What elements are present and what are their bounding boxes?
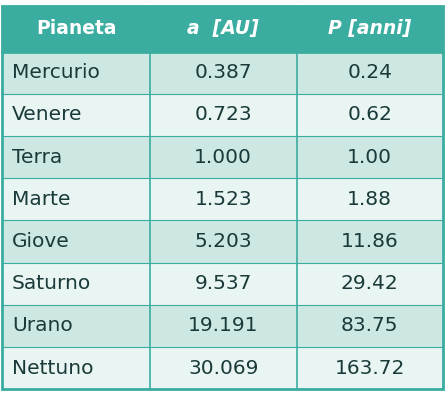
Text: 83.75: 83.75 bbox=[341, 316, 398, 335]
Bar bbox=[296, 347, 443, 389]
Bar bbox=[150, 94, 296, 136]
Text: Venere: Venere bbox=[12, 106, 82, 124]
Bar bbox=[296, 6, 443, 52]
Bar bbox=[2, 94, 150, 136]
Text: 1.000: 1.000 bbox=[194, 148, 252, 167]
Text: 11.86: 11.86 bbox=[341, 232, 399, 251]
Text: 5.203: 5.203 bbox=[194, 232, 252, 251]
Bar bbox=[150, 178, 296, 220]
Text: 1.523: 1.523 bbox=[194, 190, 252, 209]
Bar bbox=[2, 136, 150, 178]
Text: 1.88: 1.88 bbox=[347, 190, 392, 209]
Bar bbox=[2, 347, 150, 389]
Bar bbox=[150, 347, 296, 389]
Text: 1.00: 1.00 bbox=[347, 148, 392, 167]
Bar bbox=[150, 52, 296, 94]
Bar bbox=[150, 136, 296, 178]
Text: P [anni]: P [anni] bbox=[328, 19, 411, 38]
Text: 29.42: 29.42 bbox=[341, 274, 399, 293]
Bar bbox=[296, 136, 443, 178]
Text: a  [AU]: a [AU] bbox=[187, 19, 259, 38]
Text: Marte: Marte bbox=[12, 190, 70, 209]
Text: 30.069: 30.069 bbox=[188, 358, 259, 378]
Bar bbox=[296, 263, 443, 305]
Bar bbox=[2, 305, 150, 347]
Text: 0.24: 0.24 bbox=[347, 63, 392, 82]
Bar bbox=[150, 220, 296, 263]
Bar bbox=[2, 6, 150, 52]
Text: 0.62: 0.62 bbox=[347, 106, 392, 124]
Text: Pianeta: Pianeta bbox=[36, 19, 116, 38]
Bar bbox=[2, 220, 150, 263]
Text: 19.191: 19.191 bbox=[188, 316, 259, 335]
Bar bbox=[296, 220, 443, 263]
Text: Terra: Terra bbox=[12, 148, 62, 167]
Bar bbox=[2, 52, 150, 94]
Text: 163.72: 163.72 bbox=[335, 358, 405, 378]
Bar bbox=[296, 178, 443, 220]
Bar bbox=[296, 94, 443, 136]
Text: 0.387: 0.387 bbox=[194, 63, 252, 82]
Text: 0.723: 0.723 bbox=[194, 106, 252, 124]
Bar bbox=[296, 52, 443, 94]
Text: Giove: Giove bbox=[12, 232, 70, 251]
Text: Mercurio: Mercurio bbox=[12, 63, 100, 82]
Bar bbox=[296, 305, 443, 347]
Text: Urano: Urano bbox=[12, 316, 73, 335]
Bar bbox=[150, 263, 296, 305]
Bar bbox=[2, 178, 150, 220]
Bar bbox=[2, 263, 150, 305]
Text: Saturno: Saturno bbox=[12, 274, 91, 293]
Text: 9.537: 9.537 bbox=[194, 274, 252, 293]
Text: Nettuno: Nettuno bbox=[12, 358, 93, 378]
Bar bbox=[150, 6, 296, 52]
Bar bbox=[150, 305, 296, 347]
